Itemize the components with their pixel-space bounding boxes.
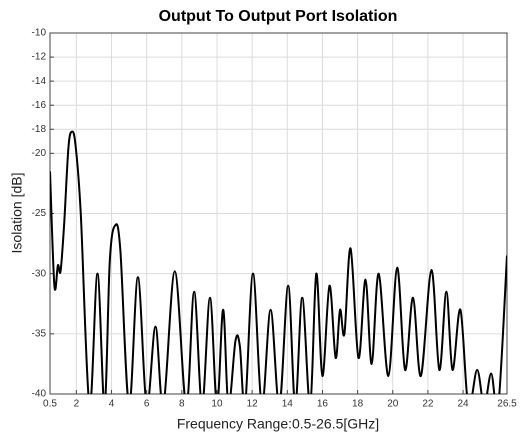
x-axis-label: Frequency Range:0.5-26.5[GHz] [177, 416, 379, 432]
x-tick-label: 22 [422, 399, 434, 410]
x-tick-label: 0.5 [43, 399, 57, 410]
y-tick-label: -30 [32, 268, 47, 279]
x-tick-label: 10 [211, 399, 223, 410]
x-tick-label: 14 [282, 399, 294, 410]
x-tick-label: 6 [144, 399, 150, 410]
x-tick-label: 8 [179, 399, 185, 410]
x-tick-label: 20 [387, 399, 399, 410]
x-tick-label: 26.5 [497, 399, 517, 410]
plot-border [49, 32, 508, 395]
chart-title: Output To Output Port Isolation [159, 8, 398, 25]
x-tick-label: 18 [352, 399, 364, 410]
data-line [50, 130, 507, 394]
y-tick-label: -12 [32, 52, 47, 63]
y-tick-label: -16 [32, 100, 47, 111]
y-tick-label: -20 [32, 148, 47, 159]
x-tick-label: 24 [457, 399, 469, 410]
y-tick-label: -14 [32, 76, 47, 87]
y-tick-label: -40 [32, 389, 47, 400]
x-tick-label: 16 [317, 399, 329, 410]
y-tick-label: -35 [32, 328, 47, 339]
x-tick-label: 2 [74, 399, 80, 410]
x-tick-label: 12 [247, 399, 259, 410]
y-axis-label: Isolation [dB] [9, 173, 25, 254]
y-tick-label: -18 [32, 124, 47, 135]
y-tick-label: -10 [32, 28, 47, 39]
x-tick-label: 4 [109, 399, 115, 410]
y-tick-label: -25 [32, 208, 47, 219]
